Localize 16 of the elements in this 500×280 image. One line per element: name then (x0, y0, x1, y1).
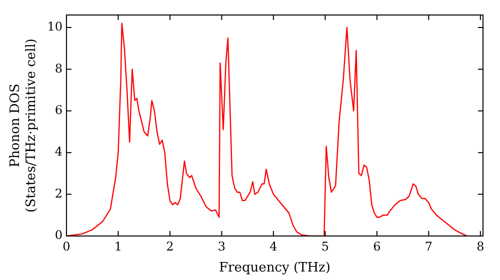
y-tick-label: 10 (47, 20, 62, 34)
y-tick-label: 8 (54, 61, 62, 76)
y-tick-label: 0 (54, 228, 62, 242)
x-tick-label: 6 (373, 239, 381, 254)
y-tick-label: 4 (54, 144, 63, 159)
x-axis-title: Frequency (THz) (219, 260, 330, 276)
x-tick-label: 4 (270, 239, 278, 254)
x-tick-label: 8 (476, 239, 484, 254)
y-tick-label: 6 (54, 103, 62, 118)
x-tick-label: 7 (424, 239, 432, 254)
x-tick-label: 2 (166, 239, 174, 254)
x-tick-label: 5 (321, 239, 330, 254)
x-tick-label: 3 (218, 239, 226, 254)
y-axis-title: Phonon DOS (States/THz·primitive cell) (8, 38, 39, 213)
y-tick-label: 2 (54, 186, 62, 200)
x-tick-label: 1 (114, 239, 122, 254)
